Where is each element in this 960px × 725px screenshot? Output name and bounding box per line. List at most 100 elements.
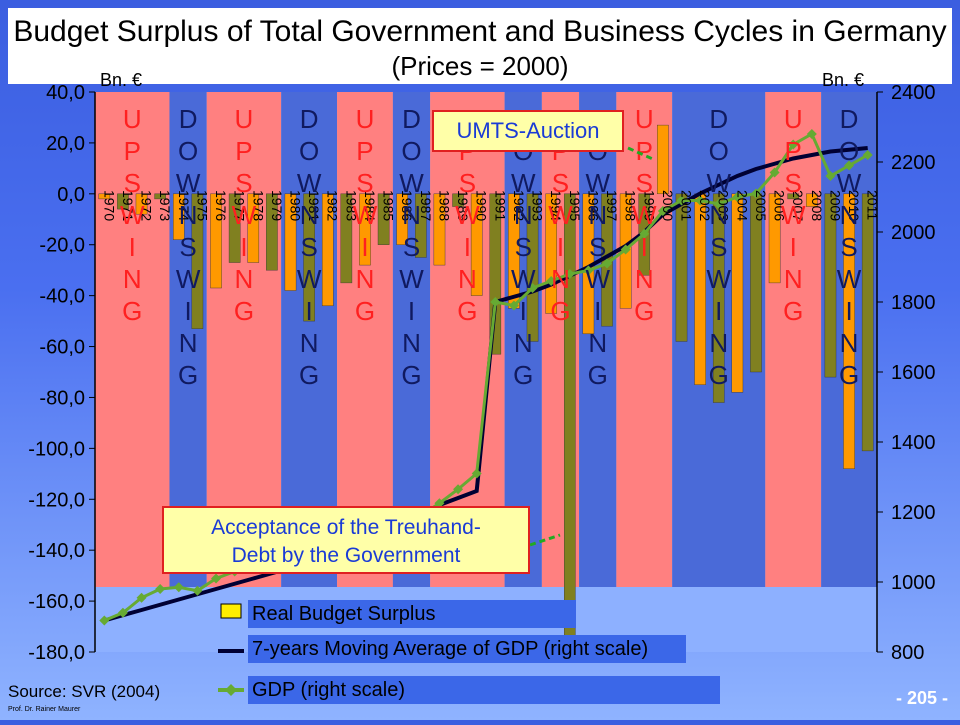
author-note: Prof. Dr. Rainer Maurer [8, 706, 81, 713]
right-tick-label-7: 1000 [891, 572, 936, 594]
bar-2008 [806, 193, 818, 207]
bar-1994 [545, 193, 557, 314]
left-tick-label-3: -20,0 [39, 235, 85, 257]
phase-letter-0-6: G [122, 296, 142, 326]
bar-1973 [154, 193, 166, 200]
legend-item-gdp: GDP (right scale) [248, 676, 720, 704]
umts-arrow [627, 146, 656, 162]
right-tick-label-6: 1200 [891, 502, 936, 524]
phase-letter-1-4: S [179, 232, 196, 262]
right-tick-label-1: 2200 [891, 152, 936, 174]
left-tick-label-6: -80,0 [39, 387, 85, 409]
phase-letter-10-4: I [641, 232, 648, 262]
legend-swatch-gdp-marker [225, 684, 237, 696]
callout-treuhand: Acceptance of the Treuhand- Debt by the … [162, 506, 530, 574]
bar-1978 [247, 193, 260, 263]
point-gdp-line-1994 [546, 276, 557, 286]
right-tick-label-8: 800 [891, 642, 924, 664]
phase-letter-7-2: W [511, 168, 536, 198]
point-gdp-line-2007 [788, 139, 799, 150]
bar-1986 [396, 193, 408, 245]
point-gdp-line-2004 [732, 192, 743, 202]
phase-letter-4-0: U [356, 104, 375, 134]
phase-letter-3-0: D [300, 104, 319, 134]
x-tick-1999: 1999 [641, 190, 657, 221]
phase-letter-1-1: O [178, 136, 198, 166]
point-gdp-line-1975 [192, 585, 203, 596]
phase-letter-2-4: I [240, 232, 247, 262]
phase-band-up-4 [337, 92, 393, 587]
phase-letter-5-5: W [399, 264, 424, 294]
slide-title: Budget Surplus of Total Government and B… [13, 15, 947, 48]
phase-letter-11-5: W [706, 264, 731, 294]
phase-band-down-5 [392, 92, 431, 587]
x-tick-1971: 1971 [120, 190, 136, 221]
point-gdp-line-1992 [508, 300, 519, 311]
left-axis-unit: Bn. € [100, 70, 142, 90]
point-gdp-line-1988 [434, 498, 445, 509]
phase-letter-2-0: U [235, 104, 254, 134]
point-gdp-line-1991 [490, 297, 501, 307]
x-tick-1982: 1982 [325, 190, 341, 221]
x-tick-1990: 1990 [474, 190, 490, 221]
legend-label-surplus: Real Budget Surplus [252, 603, 436, 625]
bar-1987 [415, 193, 427, 258]
x-tick-2009: 2009 [827, 190, 843, 221]
phase-letter-12-4: I [790, 232, 797, 262]
phase-letter-13-8: G [839, 360, 859, 390]
phase-letter-3-6: I [306, 296, 313, 326]
phase-letter-2-5: N [235, 264, 254, 294]
x-tick-1997: 1997 [604, 190, 620, 221]
bar-series [98, 124, 874, 648]
phase-letter-13-0: D [840, 104, 859, 134]
x-tick-1977: 1977 [232, 190, 248, 221]
phase-letter-7-4: S [515, 232, 532, 262]
point-gdp-line-1999 [639, 228, 650, 239]
point-gdp-line-2003 [713, 199, 724, 209]
x-tick-1986: 1986 [399, 190, 415, 221]
x-tick-1995: 1995 [567, 190, 583, 221]
axes: 40,0 20,0 0,0 -20,0 -40,0 -60,0 -80,0 -100,0 -12… [28, 70, 935, 664]
point-gdp-line-2000 [657, 206, 668, 216]
bar-1974 [172, 193, 185, 240]
phase-letter-8-3: W [548, 200, 573, 230]
phase-letter-0-2: S [124, 168, 141, 198]
phase-letter-3-7: N [300, 328, 319, 358]
phase-letter-3-1: O [299, 136, 319, 166]
phase-letter-6-6: G [457, 296, 477, 326]
phase-letter-2-1: P [235, 136, 252, 166]
phase-labels: UPSWINGDOWNSWINGUPSWINGDOWNSWINGUPSWINGD… [120, 104, 862, 390]
phase-letter-9-4: S [589, 232, 606, 262]
phase-letter-5-0: D [402, 104, 421, 134]
x-tick-1985: 1985 [381, 190, 397, 221]
bar-1985 [377, 193, 390, 245]
left-tick-label-1: 20,0 [46, 133, 85, 155]
point-gdp-line-2002 [695, 195, 706, 206]
bar-1983 [340, 193, 353, 284]
phase-letter-7-7: N [514, 328, 533, 358]
phase-letter-0-3: W [120, 200, 145, 230]
phase-letter-6-5: N [458, 264, 477, 294]
phase-letter-9-7: N [588, 328, 607, 358]
right-tick-label-4: 1600 [891, 362, 936, 384]
phase-letter-0-4: I [129, 232, 136, 262]
x-tick-2001: 2001 [679, 190, 695, 221]
phase-band-up-2 [206, 92, 282, 587]
phase-letter-6-2: S [459, 168, 476, 198]
phase-letter-2-3: W [232, 200, 257, 230]
x-tick-2000: 2000 [660, 190, 676, 221]
left-tick-label-5: -60,0 [39, 337, 85, 359]
bar-2000 [657, 124, 669, 195]
phase-letter-4-3: W [353, 200, 378, 230]
x-tick-2005: 2005 [753, 190, 769, 221]
x-tick-1974: 1974 [176, 190, 192, 221]
phase-band-up-0 [95, 92, 170, 587]
callout-treuhand-line2: Debt by the Government [231, 544, 461, 567]
phase-letter-13-5: W [837, 264, 862, 294]
phase-letter-11-3: N [709, 200, 728, 230]
phase-letter-11-6: I [715, 296, 722, 326]
